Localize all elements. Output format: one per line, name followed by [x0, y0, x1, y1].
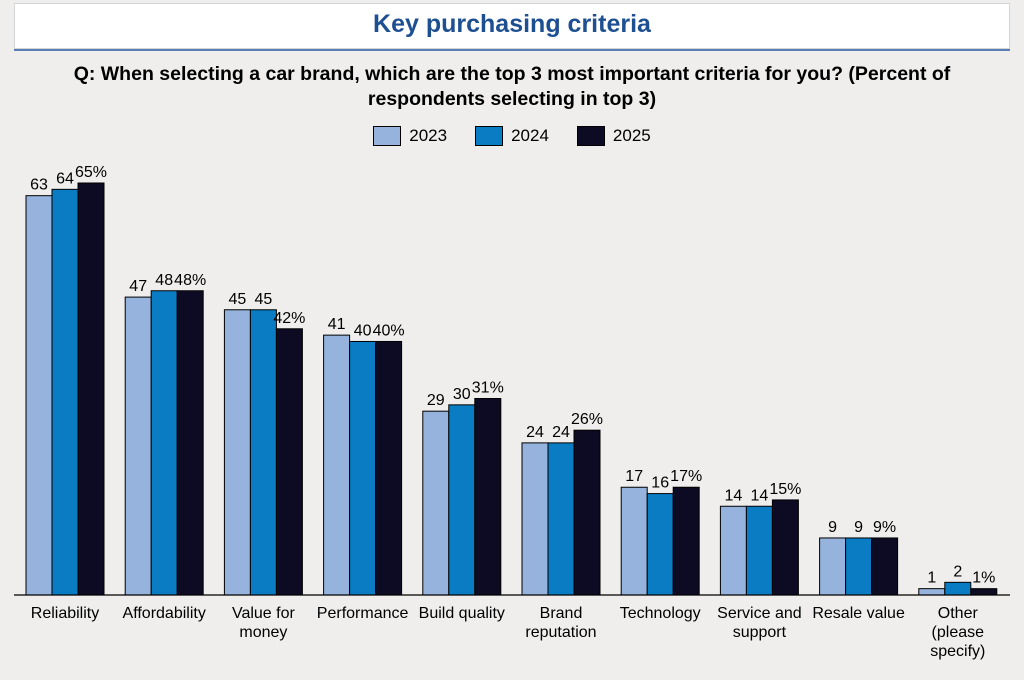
bar-2025-7 — [771, 499, 799, 596]
bar-2023-7 — [719, 505, 747, 596]
category-label-6: Technology — [620, 605, 701, 622]
bar-2023-9 — [918, 588, 946, 596]
category-label-1: Affordability — [123, 605, 206, 622]
value-label-2023-0: 63 — [30, 177, 48, 194]
value-label-2024-2: 45 — [255, 291, 273, 308]
value-label-2023-9: 1 — [927, 570, 936, 587]
legend-swatch-2023 — [373, 126, 402, 146]
value-label-2023-6: 17 — [625, 468, 643, 485]
bar-2024-1 — [150, 290, 178, 596]
category-label-3: Performance — [317, 605, 409, 622]
bar-2025-3 — [375, 340, 403, 596]
value-label-2025-8: 9% — [873, 519, 896, 536]
bar-2024-9 — [944, 581, 972, 596]
bar-2024-5 — [547, 442, 575, 596]
value-label-2023-2: 45 — [229, 291, 247, 308]
category-label-7: Service and support — [717, 605, 802, 641]
bar-2025-0 — [77, 182, 105, 596]
value-label-2024-6: 16 — [651, 475, 669, 492]
bar-2023-4 — [422, 410, 450, 596]
value-label-2023-7: 14 — [725, 487, 743, 504]
legend-item-2024: 2024 — [475, 126, 549, 146]
category-label-5: Brand reputation — [525, 605, 596, 641]
category-label-0: Reliability — [31, 605, 99, 622]
category-label-4: Build quality — [419, 605, 505, 622]
bar-2023-5 — [521, 442, 549, 596]
value-label-2023-1: 47 — [129, 278, 147, 295]
legend-label-2024: 2024 — [511, 126, 549, 145]
survey-question: Q: When selecting a car brand, which are… — [73, 63, 951, 110]
legend-item-2023: 2023 — [373, 126, 447, 146]
legend-swatch-2025 — [576, 126, 605, 146]
value-label-2023-3: 41 — [328, 316, 346, 333]
header-divider — [14, 49, 1010, 51]
value-label-2024-1: 48 — [155, 272, 173, 289]
bar-2024-8 — [845, 537, 873, 596]
value-label-2024-4: 30 — [453, 386, 471, 403]
value-label-2025-9: 1% — [972, 570, 995, 587]
legend-swatch-2024 — [475, 126, 504, 146]
bar-2024-2 — [249, 309, 277, 596]
bar-2023-8 — [819, 537, 847, 596]
bar-2024-0 — [51, 188, 79, 596]
category-label-9: Other (please specify) — [930, 605, 985, 660]
value-label-2025-0: 65% — [75, 164, 107, 181]
bar-2023-0 — [25, 195, 53, 596]
bar-2024-6 — [646, 493, 674, 596]
value-label-2025-7: 15% — [769, 481, 801, 498]
bar-2024-7 — [745, 505, 773, 596]
value-label-2024-9: 2 — [953, 563, 962, 580]
legend-item-2025: 2025 — [576, 126, 651, 146]
value-label-2025-1: 48% — [174, 272, 206, 289]
value-label-2024-5: 24 — [552, 424, 570, 441]
bar-2025-4 — [474, 398, 502, 596]
value-label-2025-2: 42% — [273, 310, 305, 327]
value-label-2024-0: 64 — [56, 170, 74, 187]
value-label-2025-4: 31% — [472, 380, 504, 397]
bar-2025-6 — [672, 486, 700, 596]
value-label-2023-4: 29 — [427, 392, 445, 409]
value-label-2024-7: 14 — [751, 487, 769, 504]
bar-2023-3 — [323, 334, 351, 596]
value-label-2025-3: 40% — [373, 322, 405, 339]
value-label-2023-8: 9 — [828, 519, 837, 536]
legend-label-2023: 2023 — [409, 126, 448, 145]
chart-legend: 2023 2024 2025 — [0, 126, 1024, 146]
bar-2023-6 — [620, 486, 648, 596]
bar-2024-3 — [349, 340, 377, 596]
category-label-8: Resale value — [812, 605, 905, 622]
bar-2024-4 — [448, 404, 476, 596]
category-label-2: Value for money — [232, 605, 296, 641]
value-label-2024-8: 9 — [854, 519, 863, 536]
bar-2023-1 — [124, 296, 152, 596]
page-title: Key purchasing criteria — [373, 10, 651, 38]
value-label-2025-6: 17% — [670, 468, 702, 485]
legend-label-2025: 2025 — [612, 126, 651, 145]
value-label-2025-5: 26% — [571, 411, 603, 428]
header-box — [14, 3, 1010, 49]
bar-2023-2 — [223, 309, 251, 596]
bar-2025-1 — [176, 290, 204, 596]
bar-2025-8 — [871, 537, 899, 596]
bar-2025-5 — [573, 429, 601, 596]
value-label-2024-3: 40 — [354, 322, 372, 339]
bar-2025-2 — [275, 328, 303, 596]
bar-2025-9 — [970, 588, 998, 596]
value-label-2023-5: 24 — [526, 424, 544, 441]
